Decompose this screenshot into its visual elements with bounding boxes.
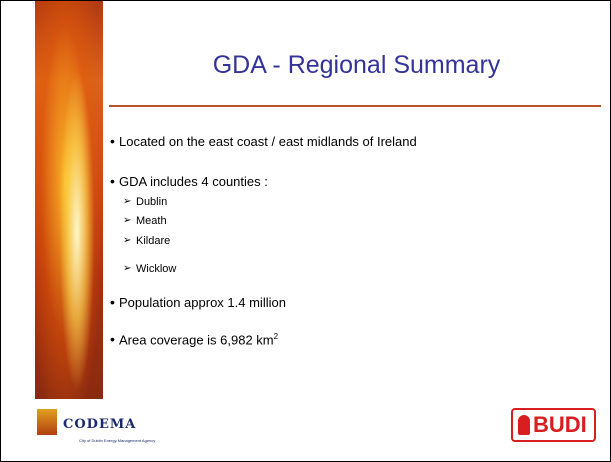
sub-bullet: Meath xyxy=(123,215,166,227)
bullet: Located on the east coast / east midland… xyxy=(110,133,417,149)
sub-bullet: Wicklow xyxy=(123,263,176,275)
sub-bullet: Dublin xyxy=(123,196,167,208)
title-rule xyxy=(109,105,601,107)
sub-bullet: Kildare xyxy=(123,235,170,247)
budi-logo: BUDI xyxy=(511,408,596,442)
bullet-text: Area coverage is 6,982 km xyxy=(119,332,274,348)
codema-logo: CODEMA City of Dublin Energy Management … xyxy=(37,403,187,453)
bullet: Area coverage is 6,982 km2 xyxy=(110,331,279,348)
logo-name: BUDI xyxy=(533,412,587,437)
logo-name: CODEMA xyxy=(63,417,137,432)
bullet: GDA includes 4 counties : xyxy=(110,173,268,189)
logo-tagline: City of Dublin Energy Management Agency xyxy=(79,438,156,443)
flame-decoration xyxy=(35,1,103,399)
logo-icon xyxy=(37,409,57,435)
logo-icon xyxy=(518,415,530,435)
slide-title: GDA - Regional Summary xyxy=(212,51,501,79)
bullet: Population approx 1.4 million xyxy=(110,294,286,310)
superscript: 2 xyxy=(273,332,279,341)
